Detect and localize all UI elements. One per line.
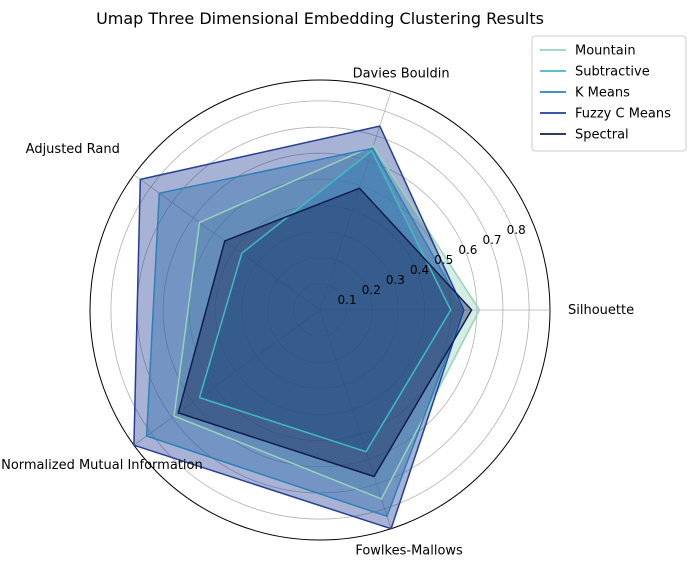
- spoke-2: [319, 91, 392, 311]
- axis-label-5: Fowlkes-Mallows: [355, 544, 463, 559]
- r-tick-label: 0.7: [482, 233, 501, 247]
- legend-box: [531, 35, 687, 152]
- spoke-3: [133, 174, 321, 311]
- radar-grid: [89, 79, 551, 541]
- series-line-4: [133, 125, 465, 530]
- legend: Mountain Subtractive K Means Fuzzy C Means S…: [531, 35, 687, 152]
- r-tick-label: 0.8: [507, 223, 526, 237]
- series-line-3: [145, 147, 465, 518]
- chart-title: Umap Three Dimensional Embedding Cluster…: [96, 9, 544, 28]
- axis-label-3: Adjusted Rand: [26, 142, 120, 157]
- legend-label-3: K Means: [575, 86, 630, 101]
- r-tick-label: 0.2: [362, 283, 381, 297]
- axis-label-1: Silhouette: [568, 303, 634, 318]
- r-tick-label: 0.6: [458, 243, 477, 257]
- r-tick-label: 0.1: [338, 293, 357, 307]
- series-line-5: [177, 187, 473, 478]
- series-fill-5: [178, 188, 472, 477]
- series-line-1: [173, 145, 481, 500]
- series-fill-2: [199, 150, 451, 452]
- r-tick-label: 0.5: [434, 253, 453, 267]
- axis-label-4: Normalized Mutual Information: [1, 458, 203, 473]
- spoke-5: [319, 309, 392, 529]
- r-tick-label: 0.4: [410, 263, 429, 277]
- r-tick-label: 0.3: [386, 273, 405, 287]
- series-fill-1: [174, 145, 480, 499]
- legend-label-4: Fuzzy C Means: [575, 107, 671, 122]
- legend-label-5: Spectral: [575, 128, 629, 143]
- spoke-4: [133, 309, 321, 446]
- series-polygons: [133, 125, 481, 530]
- series-line-2: [198, 150, 452, 453]
- legend-label-2: Subtractive: [575, 65, 650, 80]
- legend-label-1: Mountain: [575, 44, 636, 59]
- axis-labels: 0.1 0.2 0.3 0.4 0.5 0.6 0.7 0.8 Silhouette Davies…: [1, 66, 634, 558]
- series-fill-4: [133, 126, 464, 529]
- axis-label-2: Davies Bouldin: [353, 66, 450, 81]
